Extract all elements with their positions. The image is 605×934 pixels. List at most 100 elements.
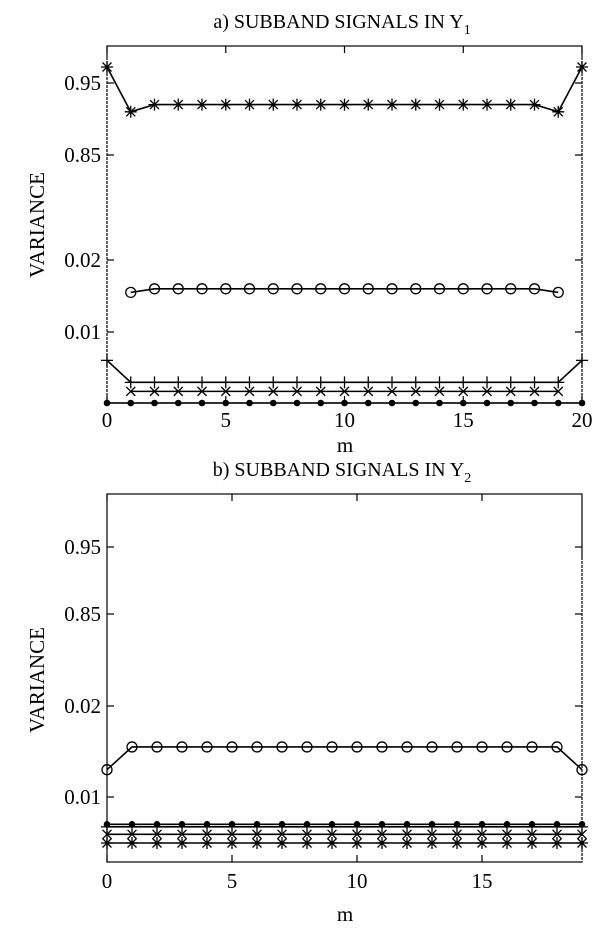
data-point-plus [552, 376, 565, 389]
y-tick-label: 0.85 [64, 143, 101, 167]
data-point-asterisk [151, 837, 163, 849]
data-point-dot [554, 399, 562, 407]
data-point-x [327, 829, 337, 840]
data-point-x [244, 386, 255, 397]
data-point-asterisk [526, 837, 538, 849]
data-point-dot [222, 399, 230, 407]
data-point-circle [576, 764, 588, 776]
data-point-plus [576, 354, 588, 367]
data-point-circle [151, 741, 163, 753]
y-tick-label: 0.02 [64, 694, 101, 718]
data-point-plus [314, 376, 327, 389]
data-point-x [402, 829, 412, 840]
data-point-x [553, 386, 564, 397]
data-point-asterisk [148, 98, 161, 111]
data-point-circle [551, 741, 563, 753]
data-point-asterisk [362, 98, 375, 111]
series-plus [101, 820, 588, 833]
data-point-asterisk [433, 98, 446, 111]
data-point-circle [226, 741, 238, 753]
data-point-circle [552, 286, 564, 299]
data-point-plus [124, 376, 137, 389]
data-point-circle [457, 283, 469, 295]
data-point-x [505, 386, 516, 397]
data-point-plus [433, 376, 446, 389]
data-point-circle [376, 741, 388, 753]
data-point-asterisk [172, 98, 185, 111]
data-point-circle [148, 283, 161, 295]
data-point-dot [293, 399, 301, 407]
data-point-x [477, 829, 487, 840]
data-point-circle [301, 741, 313, 753]
panel-b-frame [106, 493, 583, 863]
series-line-circle [130, 287, 559, 294]
data-point-asterisk [528, 98, 541, 111]
data-point-x [197, 386, 207, 397]
data-point-asterisk [409, 98, 422, 111]
data-point-circle [401, 741, 413, 753]
data-point-dot [127, 399, 135, 407]
data-point-plus [351, 820, 363, 833]
panel-b-series [101, 741, 588, 849]
data-point-plus [219, 376, 232, 389]
y-tick-label: 0.02 [64, 248, 101, 272]
data-point-x [173, 386, 184, 397]
data-point-asterisk [552, 105, 565, 118]
data-point-circle [476, 741, 488, 753]
series-circle [125, 283, 564, 299]
data-point-plus [151, 820, 163, 833]
series-x [102, 829, 587, 840]
data-point-asterisk [338, 98, 351, 111]
data-point-circle [526, 741, 538, 753]
data-point-asterisk [196, 98, 208, 111]
data-point-plus [243, 376, 256, 389]
data-point-circle [291, 283, 303, 295]
data-point-asterisk [101, 837, 113, 849]
data-point-asterisk [576, 837, 588, 849]
y-tick-label: 0.01 [64, 320, 101, 344]
series-asterisk [101, 61, 588, 118]
data-point-x [292, 386, 302, 397]
data-point-asterisk [124, 105, 137, 118]
data-point-asterisk [219, 98, 232, 111]
data-point-dot [412, 399, 420, 407]
data-point-asterisk [251, 837, 263, 849]
panel-a-xlabel: m [337, 433, 353, 457]
data-point-dot [246, 399, 253, 407]
panel-a-ylabel: VARIANCE [25, 172, 49, 278]
data-point-circle [126, 741, 138, 753]
data-point-x [452, 829, 462, 840]
data-point-asterisk [276, 837, 288, 849]
data-point-circle [251, 741, 263, 753]
data-point-dot [151, 399, 158, 407]
panel-a-ticks: 0.95 0.85 0.02 0.01 0 5 10 15 20 [64, 46, 593, 432]
x-tick-label: 15 [472, 869, 493, 893]
data-point-circle [276, 741, 288, 753]
series-asterisk [101, 837, 588, 849]
data-point-circle [315, 283, 327, 295]
panel-a: a) SUBBAND SIGNALS IN Y1 VARIANCE m 0.95… [25, 11, 593, 457]
data-point-asterisk [267, 98, 280, 111]
data-point-plus [386, 376, 398, 389]
data-point-x [377, 829, 387, 840]
data-point-x [458, 386, 469, 397]
data-point-x [152, 829, 162, 840]
data-point-x [227, 829, 237, 840]
data-point-plus [176, 820, 188, 833]
x-tick-label: 0 [102, 408, 113, 432]
data-point-plus [426, 820, 438, 833]
data-point-plus [201, 820, 213, 833]
data-point-asterisk [426, 837, 438, 849]
data-point-asterisk [481, 98, 493, 111]
data-point-plus [101, 820, 113, 833]
data-point-circle [220, 283, 232, 295]
data-point-asterisk [314, 98, 327, 111]
data-point-asterisk [386, 98, 398, 111]
data-point-x [387, 386, 397, 397]
data-point-asterisk [451, 837, 463, 849]
series-plus [101, 354, 588, 389]
data-point-plus [528, 376, 541, 389]
y-tick-label: 0.95 [64, 71, 101, 95]
data-point-x [352, 829, 362, 840]
